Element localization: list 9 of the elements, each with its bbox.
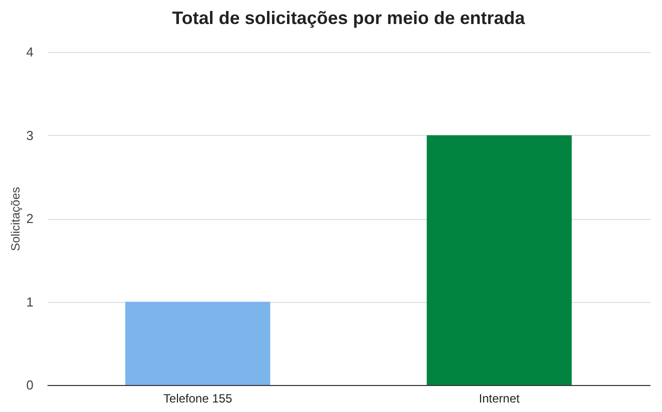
y-tick-label: 4: [26, 44, 34, 60]
y-tick-label: 0: [26, 378, 34, 392]
y-tick-label: 3: [26, 128, 34, 143]
x-tick-label: Telefone 155: [163, 392, 232, 406]
y-tick-label: 2: [26, 211, 34, 226]
chart-title: Total de solicitações por meio de entrada: [172, 8, 526, 28]
x-tick-label: Internet: [478, 392, 520, 406]
y-axis-title: Solicitações: [8, 186, 22, 252]
y-tick-label: 1: [26, 294, 34, 310]
